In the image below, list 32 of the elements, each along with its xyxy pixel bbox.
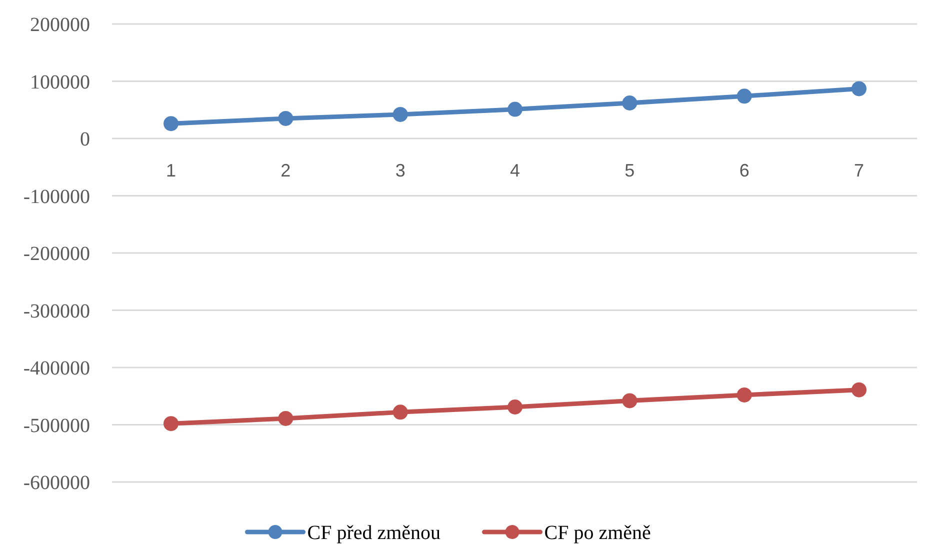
point [736, 387, 752, 402]
y-tick-label: -100000 [23, 186, 90, 208]
point [622, 393, 638, 408]
point [278, 110, 294, 126]
y-tick-label: -300000 [23, 300, 90, 322]
y-tick-label: -600000 [23, 472, 90, 494]
y-tick-label: 100000 [30, 71, 90, 94]
x-tick-label: 5 [624, 160, 635, 180]
legend-label: CF po změně [544, 522, 652, 544]
x-tick-label: 3 [395, 160, 406, 180]
x-tick-label: 7 [854, 160, 864, 180]
point [164, 116, 178, 132]
point [508, 400, 522, 415]
y-tick-label: -500000 [23, 414, 90, 437]
point [392, 404, 408, 420]
point [392, 106, 408, 122]
point [164, 416, 178, 432]
x-tick-label: 2 [280, 160, 291, 180]
point [852, 382, 866, 398]
legend-label: CF před změnou [307, 522, 441, 544]
point [508, 102, 522, 117]
point [622, 96, 638, 111]
x-tick-label: 1 [166, 160, 176, 180]
y-tick-label: 0 [80, 128, 90, 150]
y-tick-label: -200000 [23, 243, 90, 265]
point [736, 88, 752, 104]
y-tick-label: 200000 [30, 14, 90, 36]
point [278, 410, 294, 426]
x-tick-label: 4 [510, 160, 520, 180]
x-tick-label: 6 [739, 160, 750, 180]
point [852, 81, 866, 96]
y-tick-label: -400000 [23, 358, 90, 380]
